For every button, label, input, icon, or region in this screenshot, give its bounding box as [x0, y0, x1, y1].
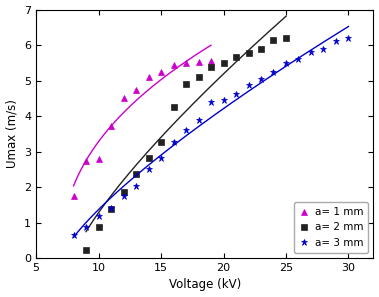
a= 2 mm [171, 105, 176, 109]
a= 1 mm [171, 63, 176, 66]
a= 1 mm [134, 89, 138, 92]
a= 3 mm [271, 70, 276, 73]
Line: a= 3 mm: a= 3 mm [70, 35, 352, 238]
a= 1 mm [121, 97, 126, 100]
a= 2 mm [159, 140, 163, 143]
a= 3 mm [121, 194, 126, 198]
a= 2 mm [109, 207, 113, 211]
a= 1 mm [196, 60, 201, 64]
a= 3 mm [84, 225, 88, 229]
a= 2 mm [121, 191, 126, 194]
a= 3 mm [259, 77, 263, 80]
a= 2 mm [284, 36, 288, 40]
a= 2 mm [221, 61, 226, 64]
a= 2 mm [196, 75, 201, 79]
a= 2 mm [271, 38, 276, 42]
a= 1 mm [71, 194, 76, 198]
a= 3 mm [146, 168, 151, 171]
a= 1 mm [96, 157, 101, 160]
X-axis label: Voltage (kV): Voltage (kV) [169, 279, 241, 291]
a= 3 mm [296, 57, 301, 60]
a= 3 mm [309, 50, 313, 54]
a= 3 mm [221, 98, 226, 102]
a= 2 mm [146, 156, 151, 160]
a= 1 mm [159, 70, 163, 73]
a= 3 mm [334, 39, 338, 42]
a= 3 mm [284, 61, 288, 64]
a= 2 mm [246, 51, 251, 55]
a= 3 mm [196, 118, 201, 121]
a= 3 mm [321, 47, 326, 50]
a= 1 mm [184, 61, 188, 64]
a= 2 mm [209, 65, 213, 69]
a= 3 mm [234, 92, 238, 96]
a= 1 mm [84, 160, 88, 163]
a= 3 mm [346, 36, 351, 40]
a= 2 mm [259, 47, 263, 50]
a= 2 mm [84, 248, 88, 252]
a= 3 mm [209, 100, 213, 104]
a= 2 mm [234, 56, 238, 59]
a= 3 mm [134, 184, 138, 188]
a= 3 mm [159, 156, 163, 160]
a= 3 mm [246, 83, 251, 87]
a= 2 mm [134, 172, 138, 175]
a= 1 mm [146, 75, 151, 79]
a= 2 mm [184, 82, 188, 86]
Legend: a= 1 mm, a= 2 mm, a= 3 mm: a= 1 mm, a= 2 mm, a= 3 mm [294, 202, 368, 253]
a= 3 mm [184, 128, 188, 131]
a= 1 mm [109, 124, 113, 128]
Line: a= 2 mm: a= 2 mm [83, 35, 289, 253]
a= 3 mm [171, 140, 176, 143]
Line: a= 1 mm: a= 1 mm [71, 58, 214, 199]
a= 3 mm [71, 233, 76, 237]
a= 3 mm [96, 214, 101, 218]
a= 2 mm [96, 225, 101, 229]
a= 3 mm [109, 206, 113, 210]
Y-axis label: Umax (m/s): Umax (m/s) [6, 99, 19, 168]
a= 1 mm [209, 59, 213, 63]
